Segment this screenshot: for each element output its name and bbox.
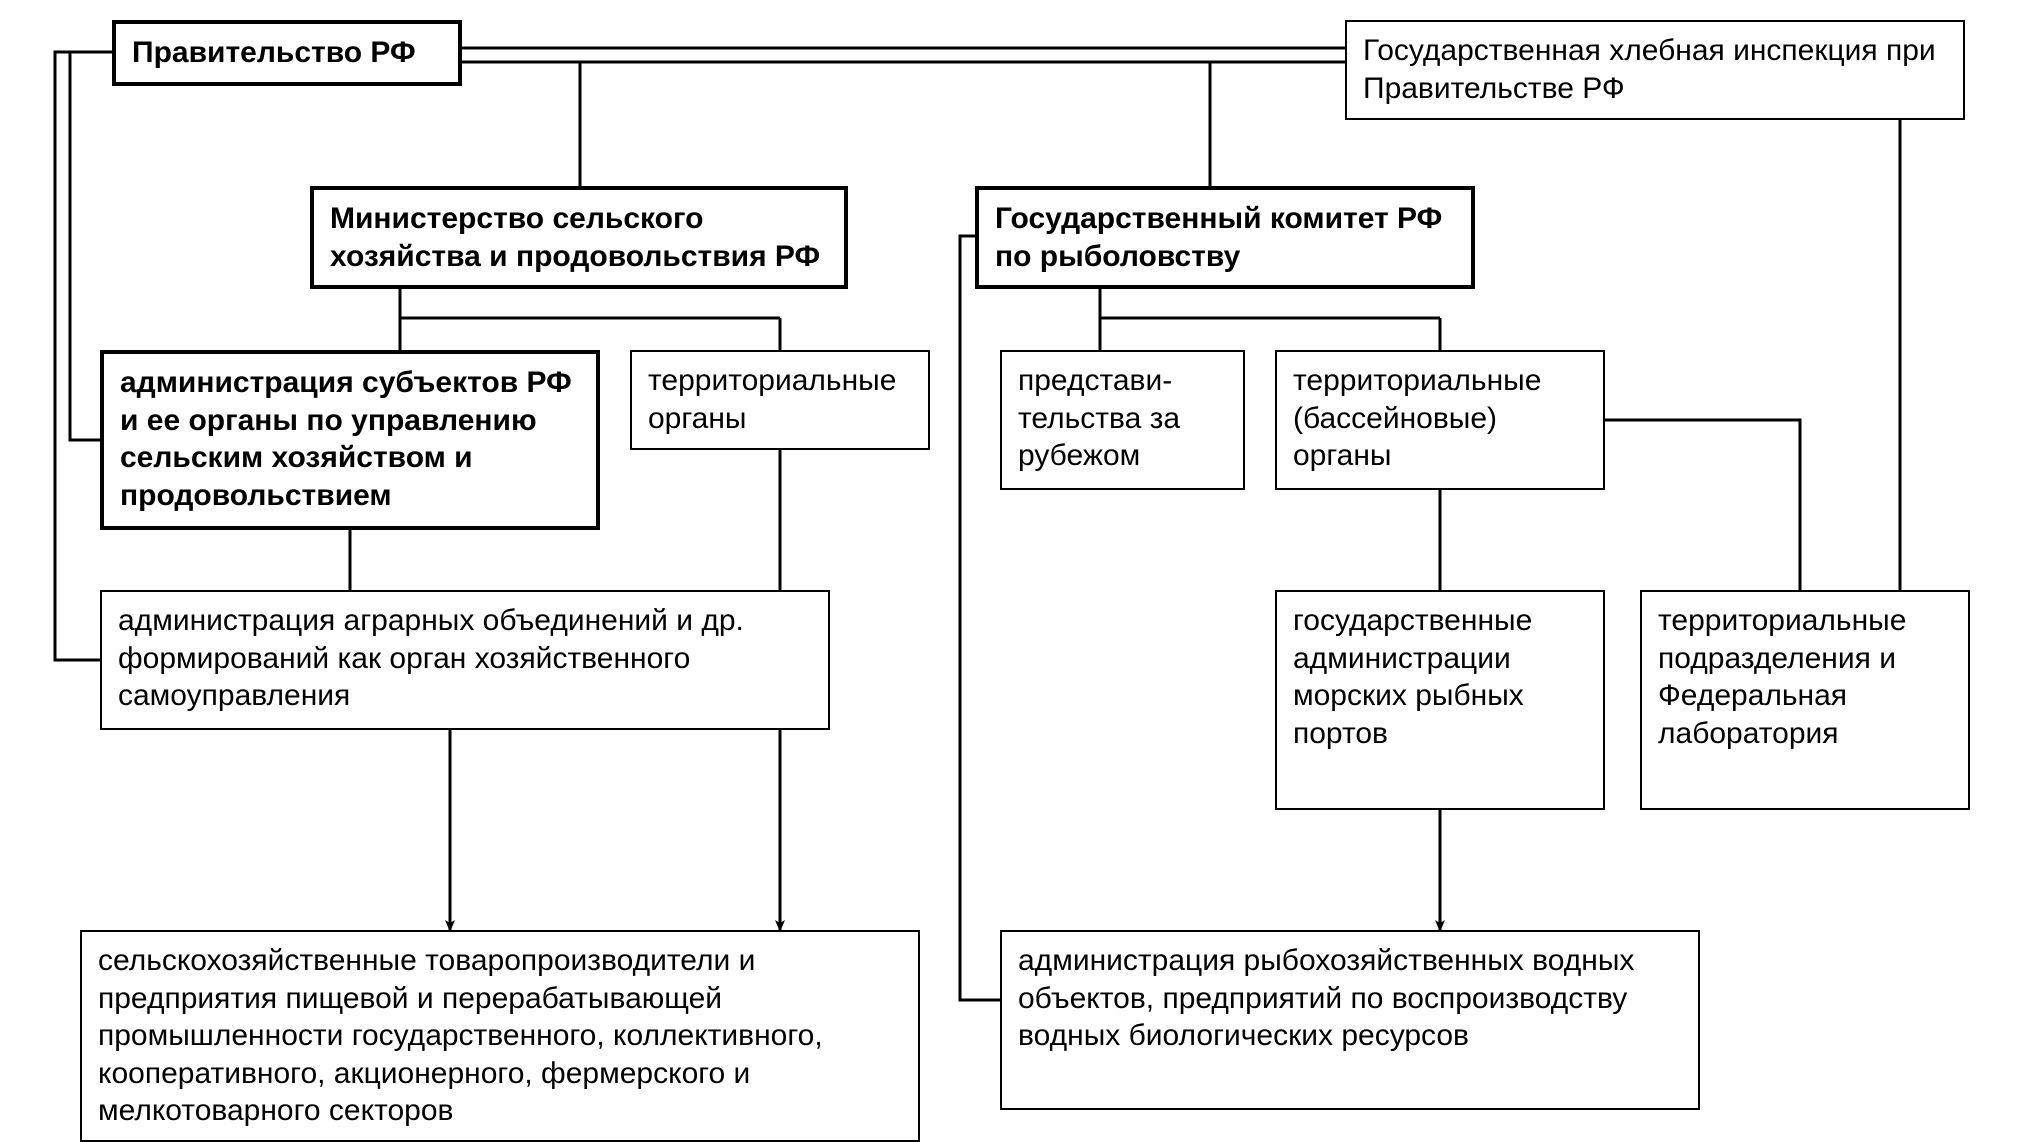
node-bread: Государственная хлебная инспекция при Пр…: [1345, 20, 1965, 120]
node-agrprod: сельскохозяйственные товаропроизводители…: [80, 930, 920, 1142]
node-fishcom: Государственный комитет РФ по рыболовств…: [975, 186, 1475, 289]
edge-gov_left2: [70, 52, 100, 440]
node-repabroad: представи­тельства за рубежом: [1000, 350, 1245, 490]
node-portadm: государственные администрации морских ры…: [1275, 590, 1605, 810]
node-terrorg: территориальные органы: [630, 350, 930, 450]
edge-fish_v: [1100, 286, 1440, 318]
diagram-canvas: Правительство РФ Государственная хлебная …: [0, 0, 2017, 1133]
node-fishadm: администрация рыбохозяйственных водных о…: [1000, 930, 1700, 1110]
edge-fish_rep: [960, 236, 1000, 1000]
node-basinorg: территориальные (бассейновые) органы: [1275, 350, 1605, 490]
node-agradm: администрация аграрных объединений и др.…: [100, 590, 830, 730]
node-admsub: администрация субъектов РФ и ее органы п…: [100, 350, 600, 530]
edge-minagr_v: [400, 286, 780, 318]
node-minagr: Министерство сельского хозяйства и продо…: [310, 186, 848, 289]
node-terrdiv: территориальные подразделения и Федераль…: [1640, 590, 1970, 810]
node-gov: Правительство РФ: [112, 20, 462, 86]
edge-basin_side: [1605, 420, 1800, 590]
